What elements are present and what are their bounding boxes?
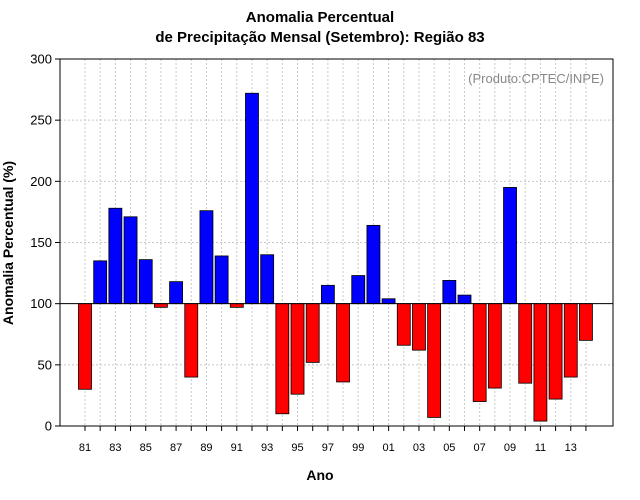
- bar-00: [366, 224, 381, 305]
- bar-96: [305, 303, 320, 363]
- bar-95: [290, 303, 305, 395]
- x-tick-label: 83: [109, 442, 121, 454]
- bar-14: [579, 303, 593, 341]
- bars: [78, 92, 593, 422]
- bar-02: [396, 303, 411, 346]
- y-tick-label: 300: [30, 52, 52, 67]
- bar-85: [138, 259, 153, 305]
- bar-08: [487, 303, 502, 389]
- x-tick-label: 07: [474, 442, 486, 454]
- credit-label: (Produto:CPTEC/INPE): [468, 71, 604, 86]
- x-tick-label: 01: [382, 442, 394, 454]
- bar-84: [123, 216, 138, 305]
- bar-06: [457, 294, 472, 305]
- y-tick-label: 150: [30, 235, 52, 250]
- bar-91: [229, 303, 244, 308]
- bar-07: [472, 303, 487, 402]
- x-tick-label: 99: [352, 442, 364, 454]
- x-tick-label: 85: [140, 442, 152, 454]
- bar-82: [93, 260, 108, 305]
- x-tick-label: 11: [535, 442, 546, 454]
- bar-93: [260, 254, 275, 305]
- y-tick-label: 50: [38, 357, 52, 372]
- bar-98: [336, 303, 350, 383]
- bar-87: [169, 281, 183, 305]
- x-tick-label: 95: [291, 442, 303, 454]
- x-tick-label: 05: [443, 442, 455, 454]
- bar-01: [381, 298, 396, 305]
- y-tick-label: 0: [45, 419, 52, 434]
- bar-12: [548, 303, 563, 400]
- bar-86: [153, 303, 168, 308]
- bar-88: [184, 303, 199, 378]
- y-tick-label: 100: [30, 296, 52, 311]
- bar-99: [351, 275, 366, 305]
- bar-11: [533, 303, 548, 422]
- bar-04: [427, 303, 442, 418]
- bar-13: [563, 303, 578, 378]
- x-tick-label: 97: [322, 442, 334, 454]
- chart-subtitle: de Precipitação Mensal (Setembro): Regiã…: [155, 29, 485, 46]
- bar-81: [78, 303, 92, 390]
- bar-97: [320, 284, 335, 305]
- bar-92: [245, 92, 259, 305]
- x-tick-label: 89: [200, 442, 212, 454]
- x-tick-label: 93: [261, 442, 273, 454]
- x-tick-label: 13: [565, 442, 577, 454]
- x-tick-label: 87: [170, 442, 182, 454]
- bar-89: [199, 210, 214, 305]
- bar-09: [503, 187, 517, 305]
- bar-94: [275, 303, 290, 415]
- x-axis-label: Ano: [306, 467, 334, 483]
- bar-10: [518, 303, 533, 384]
- x-tick-label: 91: [231, 442, 243, 454]
- bar-83: [108, 207, 123, 305]
- chart-title: Anomalia Percentual: [245, 9, 395, 26]
- x-axis: 81 83 85 87 89 91 93 95 97 99 01 03 05 07 09 11 13: [79, 426, 587, 454]
- y-axis-label: Anomalia Percentual (%): [0, 160, 16, 326]
- y-tick-label: 250: [30, 113, 52, 128]
- y-axis: 0 50 100 150 200 250 300: [30, 52, 60, 434]
- bar-05: [442, 280, 457, 305]
- bar-90: [214, 255, 229, 305]
- x-tick-label: 03: [413, 442, 425, 454]
- y-tick-label: 200: [30, 174, 52, 189]
- x-tick-label: 81: [79, 442, 91, 454]
- x-tick-label: 09: [504, 442, 516, 454]
- bar-03: [412, 303, 426, 351]
